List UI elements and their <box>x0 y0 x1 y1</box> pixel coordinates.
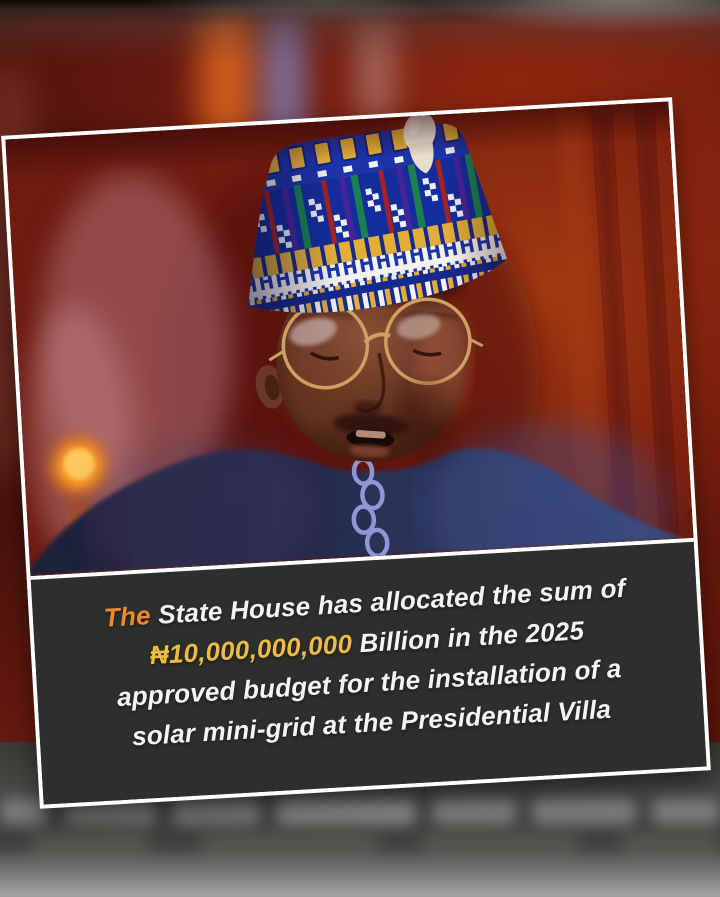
chain-embroidery <box>351 457 390 559</box>
blurred-text-blob <box>532 798 636 825</box>
bottom-fade <box>0 849 720 897</box>
blurred-text-blob <box>652 798 720 825</box>
caption-lines: The State House has allocated the sum of… <box>32 564 704 762</box>
photo-section <box>5 101 694 576</box>
meme-card: The State House has allocated the sum of… <box>1 97 711 809</box>
caption-segment: ₦10,000,000,000 <box>149 628 353 671</box>
blurred-text-blob <box>172 798 260 825</box>
photo-top-vignette <box>5 101 671 180</box>
caption-box: The State House has allocated the sum of… <box>30 537 707 805</box>
president-photo <box>5 101 694 576</box>
blurred-text-blob <box>432 798 516 825</box>
blurred-text-blob <box>276 798 416 825</box>
ear <box>255 365 285 409</box>
backdrop-light-streak <box>356 8 396 128</box>
glasses <box>268 297 484 390</box>
caption-segment: The <box>103 600 152 633</box>
